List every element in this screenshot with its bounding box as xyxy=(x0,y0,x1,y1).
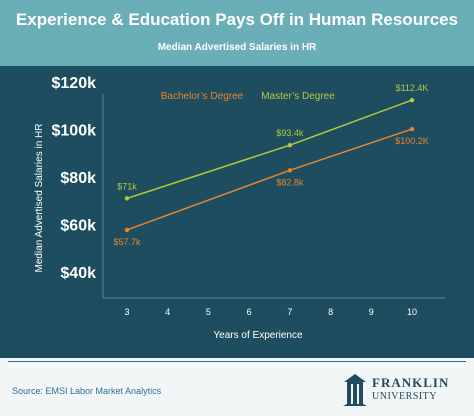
page-title: Experience & Education Pays Off in Human… xyxy=(15,10,459,29)
logo-text-university: UNIVERSITY xyxy=(372,391,437,402)
x-tick-label: 5 xyxy=(206,307,211,317)
y-axis-title: Median Advertised Salaries in HR xyxy=(34,124,45,273)
franklin-university-logo: FRANKLIN UNIVERSITY xyxy=(342,372,462,410)
x-tick-label: 4 xyxy=(165,307,170,317)
x-tick-label: 10 xyxy=(407,307,417,317)
bachelor-data-point xyxy=(287,168,293,173)
master-data-label: $93.4k xyxy=(276,128,304,138)
master-series-line xyxy=(126,99,413,200)
y-tick-label: $80k xyxy=(60,170,96,187)
chart-panel xyxy=(0,66,474,358)
y-tick-label: $60k xyxy=(60,218,96,235)
y-tick-label: $120k xyxy=(52,75,97,92)
x-tick-label: 7 xyxy=(287,307,292,317)
franklin-university-emblem xyxy=(343,374,367,406)
y-tick-label: $40k xyxy=(60,265,96,282)
master-data-point xyxy=(124,196,130,201)
bachelor-data-label: $100.2K xyxy=(395,136,429,146)
x-tick-label: 6 xyxy=(247,307,252,317)
source-note: Source: EMSI Labor Market Analytics xyxy=(12,386,162,396)
bachelor-data-label: $57.7k xyxy=(113,237,141,247)
x-tick-label: 8 xyxy=(328,307,333,317)
legend-entry-master: Master’s Degree xyxy=(261,91,335,102)
bachelor-data-label: $82.8k xyxy=(276,177,304,187)
master-data-label: $71k xyxy=(117,181,137,191)
salary-line-chart: $40k $60k $80k $100k $120k 3 4 5 6 7 8 9 10 Years of … xyxy=(34,75,445,341)
y-tick-label: $100k xyxy=(52,123,97,140)
bachelor-data-point xyxy=(409,126,415,132)
x-tick-label: 9 xyxy=(369,307,374,317)
x-tick-label: 3 xyxy=(124,307,129,317)
logo-text-franklin: FRANKLIN xyxy=(372,375,450,390)
x-axis-title: Years of Experience xyxy=(213,330,303,341)
bachelor-series-line xyxy=(126,128,413,231)
header-banner: Experience & Education Pays Off in Human… xyxy=(0,0,474,66)
footer-divider xyxy=(8,361,466,362)
master-data-point xyxy=(287,142,293,148)
master-data-label: $112.4K xyxy=(396,83,429,93)
page-subtitle: Median Advertised Salaries in HR xyxy=(157,42,317,53)
bachelor-data-point xyxy=(124,227,130,233)
master-data-point xyxy=(409,97,415,103)
legend-entry-bachelor: Bachelor’s Degree xyxy=(161,91,244,102)
